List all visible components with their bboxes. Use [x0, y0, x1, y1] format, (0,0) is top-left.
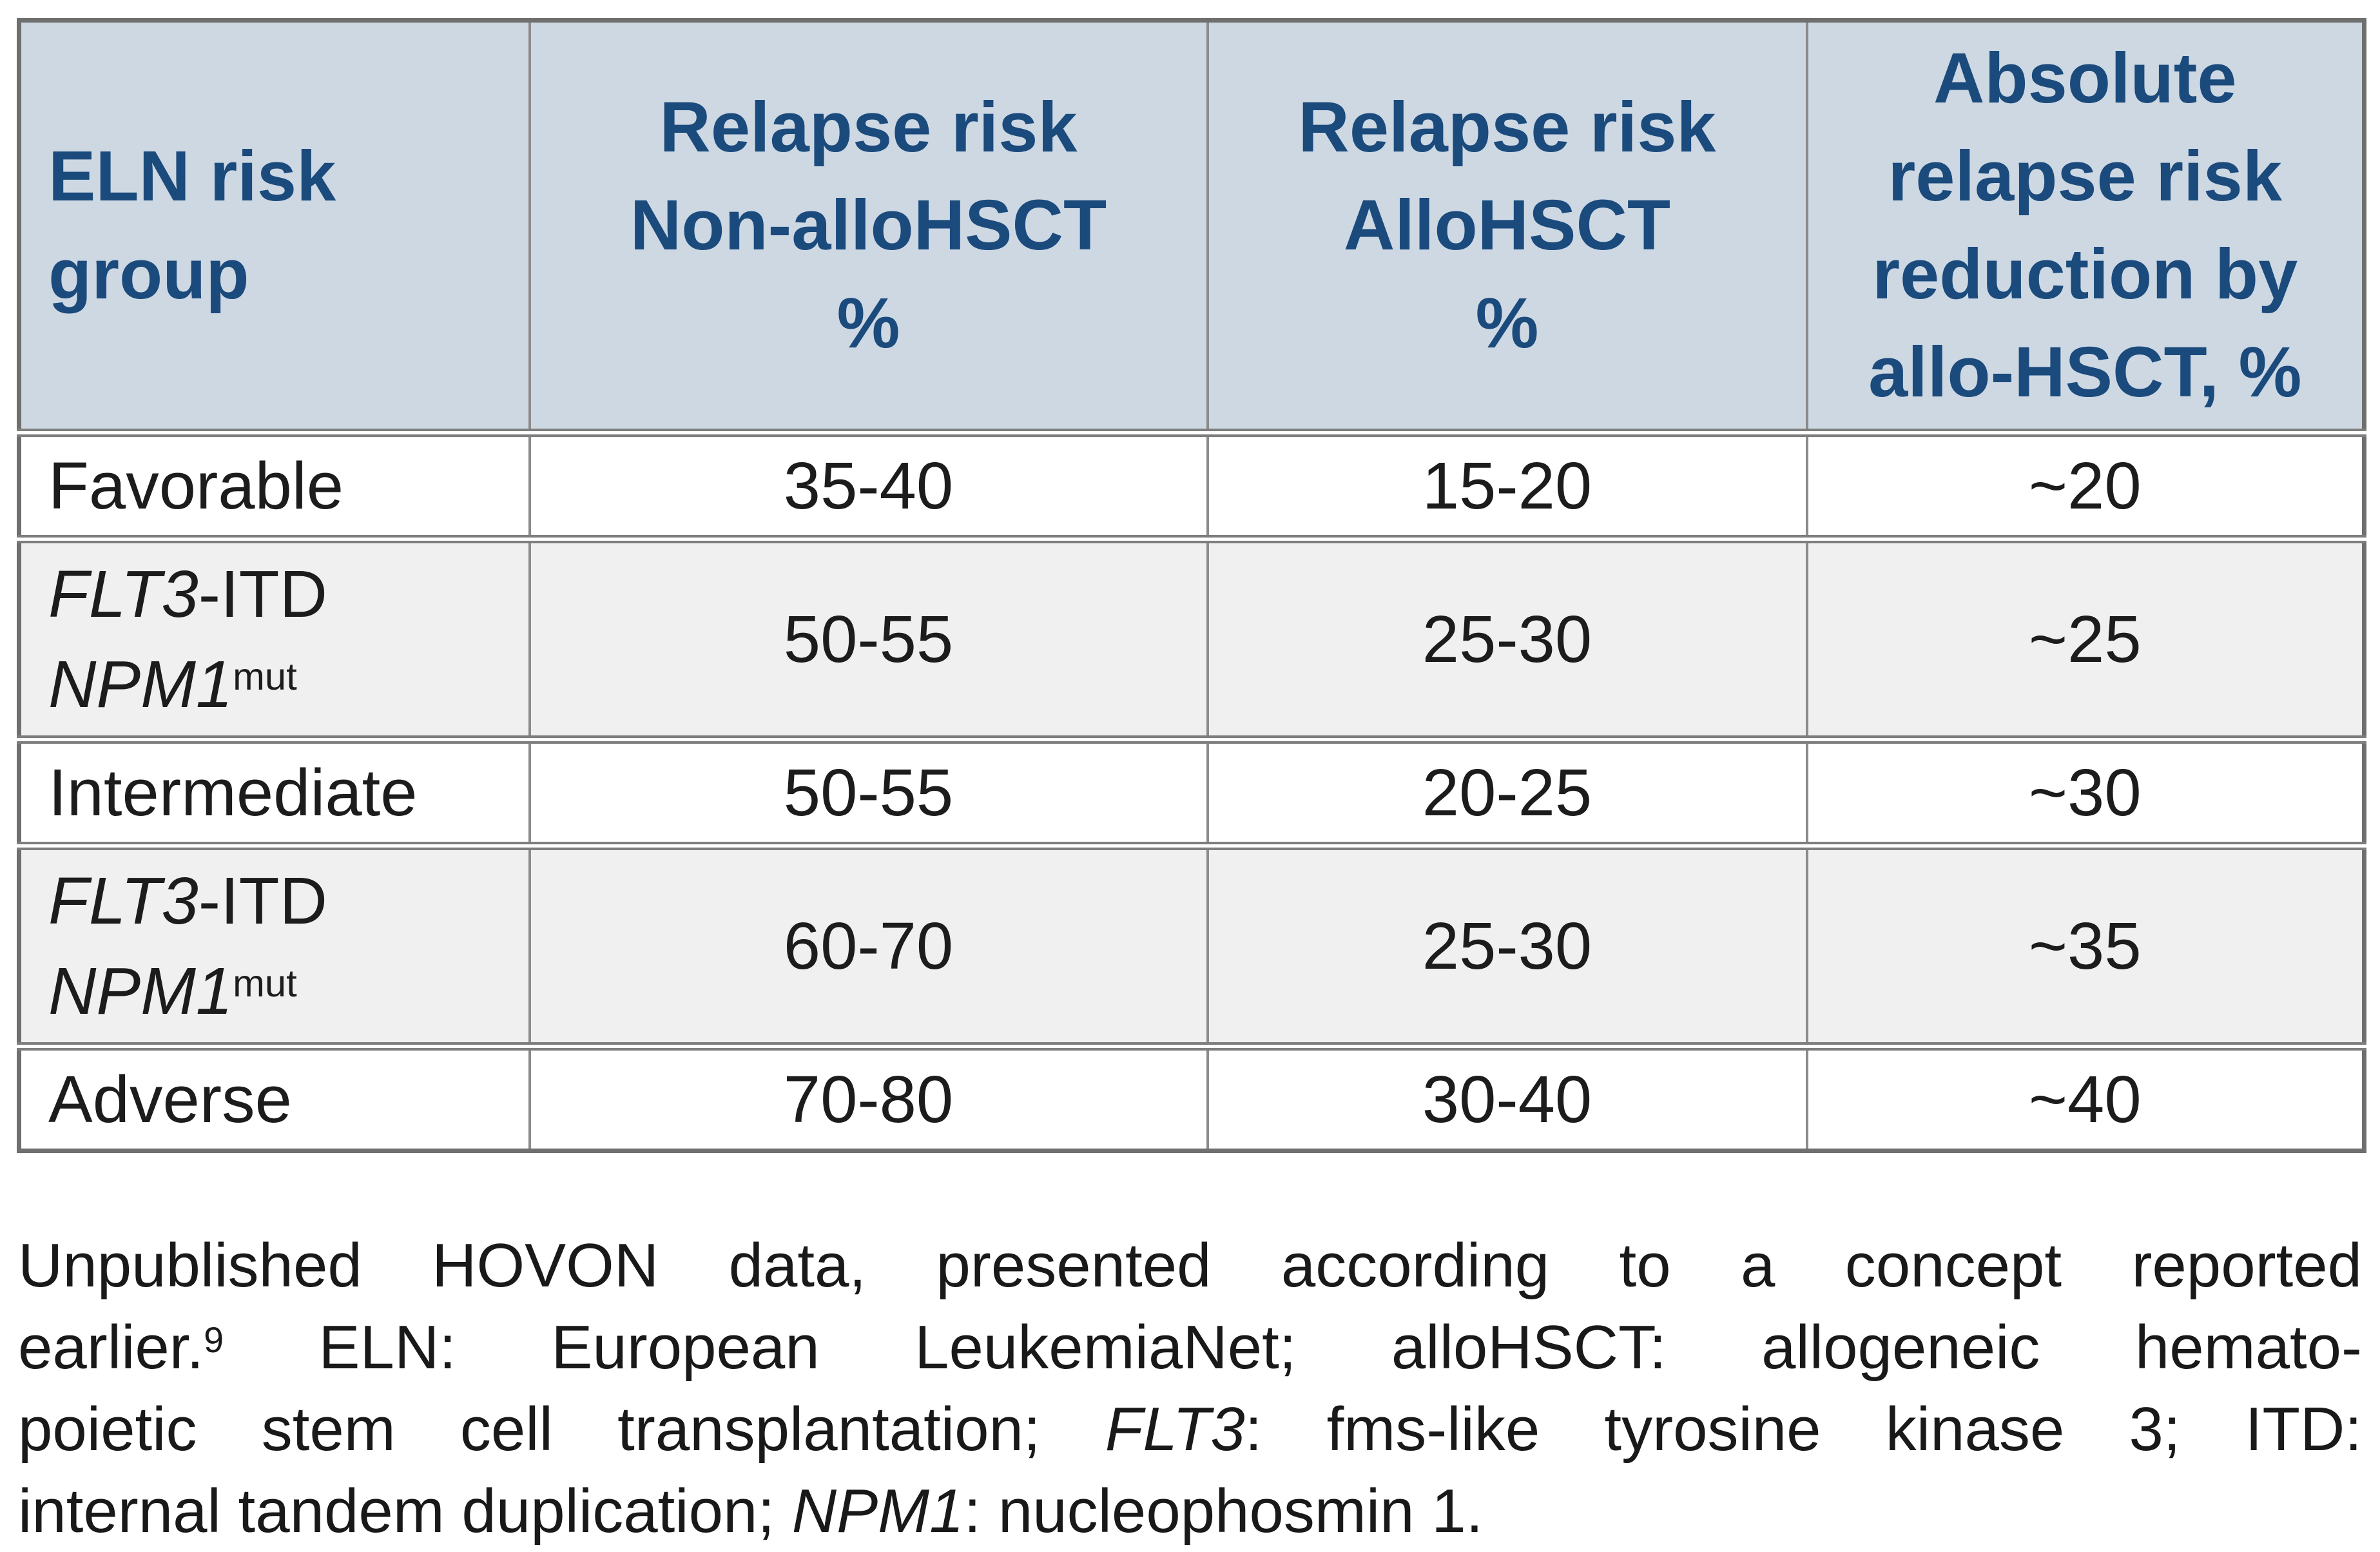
- cell-relapse-allohsct: 25-30: [1206, 842, 1808, 1051]
- table-row-favorable: Favorable 35-40 15-20 ~20: [17, 429, 2366, 543]
- header-cell-eln-risk-group: ELN risk group: [17, 18, 531, 437]
- header-cell-relapse-risk-allohsct: Relapse risk AlloHSCT %: [1206, 18, 1808, 437]
- cell-risk-group: Adverse: [17, 1042, 531, 1153]
- cell-absolute-reduction: ~20: [1805, 429, 2366, 543]
- cell-risk-group: FLT3-ITD NPM1mut: [17, 842, 531, 1051]
- footnote-line: earlier.9 ELN: European LeukemiaNet; all…: [18, 1313, 2362, 1382]
- cell-relapse-allohsct: 30-40: [1206, 1042, 1808, 1153]
- header-row: ELN risk group Relapse risk Non-alloHSCT…: [17, 18, 2366, 437]
- eln-risk-table: ELN risk group Relapse risk Non-alloHSCT…: [17, 18, 2366, 1153]
- cell-absolute-reduction: ~35: [1805, 842, 2366, 1051]
- cell-risk-group: Favorable: [17, 429, 531, 543]
- cell-relapse-non-allohsct: 70-80: [528, 1042, 1209, 1153]
- cell-risk-group: Intermediate: [17, 735, 531, 850]
- table-row-intermediate: Intermediate 50-55 20-25 ~30: [17, 735, 2366, 850]
- table-row-flt3-itd-npm1mut-1: FLT3-ITD NPM1mut 50-55 25-30 ~25: [17, 535, 2366, 744]
- cell-absolute-reduction: ~30: [1805, 735, 2366, 850]
- cell-relapse-non-allohsct: 35-40: [528, 429, 1209, 543]
- cell-relapse-non-allohsct: 60-70: [528, 842, 1209, 1051]
- cell-risk-group: FLT3-ITD NPM1mut: [17, 535, 531, 744]
- cell-absolute-reduction: ~25: [1805, 535, 2366, 744]
- cell-relapse-non-allohsct: 50-55: [528, 535, 1209, 744]
- table-row-flt3-itd-npm1mut-2: FLT3-ITD NPM1mut 60-70 25-30 ~35: [17, 842, 2366, 1051]
- cell-relapse-non-allohsct: 50-55: [528, 735, 1209, 850]
- footnote-line: internal tandem duplication; NPM1: nucle…: [18, 1477, 1484, 1546]
- table-row-adverse: Adverse 70-80 30-40 ~40: [17, 1042, 2366, 1153]
- footnote-line: Unpublished HOVON data, presented accord…: [18, 1231, 2362, 1300]
- cell-absolute-reduction: ~40: [1805, 1042, 2366, 1153]
- table-footnote: Unpublished HOVON data, presented accord…: [18, 1225, 2362, 1552]
- header-cell-relapse-risk-non-allohsct: Relapse risk Non-alloHSCT %: [528, 18, 1209, 437]
- footnote-line: poietic stem cell transplantation; FLT3:…: [18, 1395, 2363, 1464]
- cell-relapse-allohsct: 20-25: [1206, 735, 1808, 850]
- cell-relapse-allohsct: 25-30: [1206, 535, 1808, 744]
- cell-relapse-allohsct: 15-20: [1206, 429, 1808, 543]
- header-cell-absolute-relapse-risk-reduction: Absolute relapse risk reduction by allo-…: [1805, 18, 2366, 437]
